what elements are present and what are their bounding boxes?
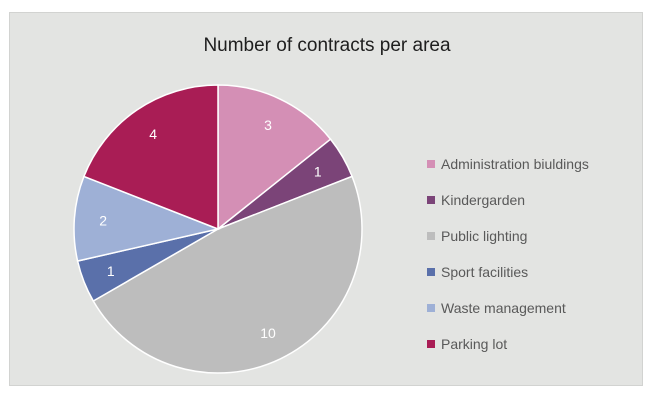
pie-slice-label-5: 2 bbox=[99, 212, 107, 228]
legend-label: Kindergarden bbox=[441, 192, 526, 208]
pie-slice-label-3: 10 bbox=[260, 325, 276, 341]
legend-label: Public lighting bbox=[441, 228, 528, 244]
legend-label: Administration biuldings bbox=[441, 156, 589, 172]
legend-item-1: Administration biuldings bbox=[427, 146, 589, 182]
chart-title: Number of contracts per area bbox=[203, 35, 451, 56]
pie-slice-5 bbox=[73, 175, 221, 262]
chart-area: Number of contracts per area 3 1 10 1 2 4 Adm… bbox=[9, 12, 643, 386]
legend-swatch bbox=[427, 160, 435, 168]
chart-legend: Administration biuldings Kindergarden Publ… bbox=[427, 146, 589, 362]
legend-item-2: Kindergarden bbox=[427, 182, 589, 218]
pie-slice-6 bbox=[82, 84, 219, 231]
legend-swatch bbox=[427, 196, 435, 204]
legend-swatch bbox=[427, 340, 435, 348]
pie-slice-label-4: 1 bbox=[107, 263, 115, 279]
legend-swatch bbox=[427, 304, 435, 312]
pie-slice-3 bbox=[92, 175, 363, 374]
pie-slice-label-2: 1 bbox=[314, 163, 322, 179]
legend-item-3: Public lighting bbox=[427, 218, 589, 254]
legend-item-6: Parking lot bbox=[427, 326, 589, 362]
pie-slice-label-1: 3 bbox=[264, 117, 272, 133]
legend-item-4: Sport facilities bbox=[427, 254, 589, 290]
legend-swatch bbox=[427, 268, 435, 276]
legend-label: Waste management bbox=[441, 300, 566, 316]
pie-chart: 3 1 10 1 2 4 bbox=[73, 84, 363, 374]
legend-label: Sport facilities bbox=[441, 264, 529, 280]
pie-slice-1 bbox=[217, 84, 332, 231]
legend-swatch bbox=[427, 232, 435, 240]
legend-item-5: Waste management bbox=[427, 290, 589, 326]
pie-slice-label-6: 4 bbox=[149, 126, 157, 142]
legend-label: Parking lot bbox=[441, 336, 508, 352]
